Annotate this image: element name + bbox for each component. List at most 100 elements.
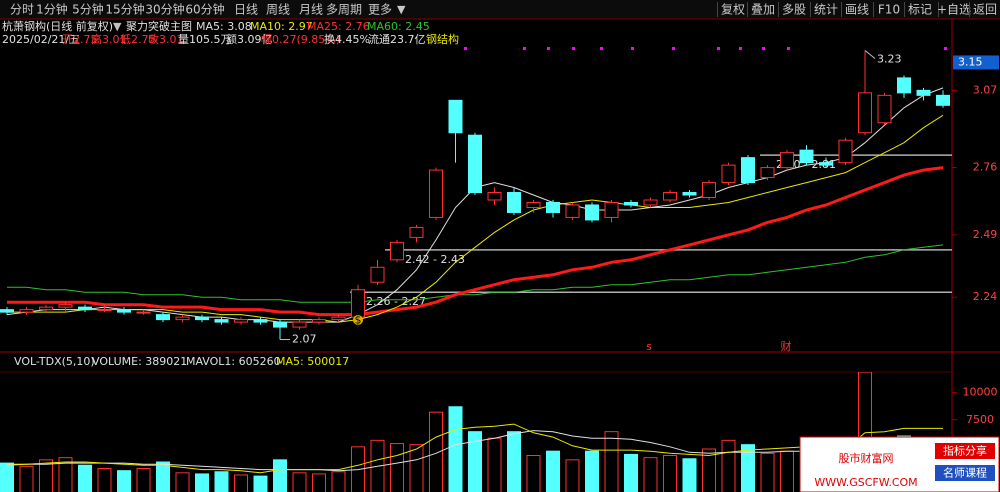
- period-tab[interactable]: 周线: [266, 3, 290, 17]
- volume-bar: [97, 468, 112, 492]
- volume-bar: [526, 455, 541, 492]
- volume-bar: [604, 431, 619, 492]
- indicator-name[interactable]: 聚力突破主图: [126, 19, 192, 33]
- quote-info: 收3.01: [148, 32, 184, 46]
- period-tab[interactable]: 分时: [10, 3, 34, 17]
- quote-info: 开2.75: [62, 33, 98, 46]
- candle-body: [858, 92, 872, 134]
- candle-body: [721, 164, 736, 184]
- period-tab[interactable]: 月线: [299, 3, 323, 17]
- volume-bar: [468, 431, 482, 492]
- volume-bar: [721, 439, 736, 492]
- volume-bar: [214, 471, 229, 492]
- quote-info: 钢结构: [426, 32, 459, 46]
- volume-bar: [741, 444, 755, 492]
- candle-body: [897, 77, 911, 94]
- candle-body: [429, 169, 443, 218]
- toolbar-button[interactable]: 画线: [845, 3, 869, 17]
- candle-body: [234, 319, 248, 323]
- volume-bar: [58, 457, 73, 492]
- toolbar-button[interactable]: 多股: [782, 3, 806, 17]
- candle-body: [214, 319, 229, 323]
- period-tab[interactable]: 15分钟: [105, 2, 144, 17]
- candle-body: [604, 201, 619, 218]
- candle-body: [331, 316, 346, 321]
- candle-body: [253, 319, 268, 323]
- toolbar-button[interactable]: 标记: [908, 3, 932, 17]
- candle-body: [312, 319, 326, 323]
- candle-body: [760, 167, 775, 179]
- signal-coin-glyph: $: [355, 314, 362, 327]
- volume-legend: VOLUME: 389021: [92, 355, 187, 368]
- y-tick-label: 3.07: [973, 83, 998, 96]
- candle-body: [741, 157, 755, 184]
- toolbar-button[interactable]: 叠加: [751, 3, 775, 17]
- candle-body: [546, 201, 560, 213]
- volume-bar: [78, 464, 92, 492]
- price-tag: 3.15: [958, 55, 983, 68]
- volume-bar: [546, 450, 560, 492]
- volume-bar: [117, 470, 131, 492]
- toolbar: [0, 0, 1000, 19]
- volume-bar: [136, 468, 151, 492]
- period-tab[interactable]: 日线: [234, 3, 258, 17]
- volume-bar: [39, 459, 53, 492]
- volume-bar: [585, 450, 599, 492]
- high-pointer: [864, 50, 876, 59]
- toolbar-button[interactable]: 返回: [973, 3, 997, 17]
- period-tab[interactable]: 多周期: [326, 3, 362, 17]
- price-tag-box: [953, 55, 999, 70]
- volume-bar: [487, 437, 502, 492]
- y-tick-label: 2.76: [973, 161, 998, 174]
- volume-ma-line: [7, 430, 944, 472]
- volume-bar: [253, 475, 268, 492]
- low-label: 2.07: [292, 333, 317, 346]
- signal-dot: [600, 47, 603, 50]
- candle-body: [585, 204, 599, 221]
- stock-name: 杭萧钢构(日线 前复权): [2, 19, 113, 33]
- period-tab[interactable]: 60分钟: [185, 2, 224, 17]
- event-marker[interactable]: 财: [781, 339, 792, 353]
- candle-body: [643, 199, 658, 206]
- toolbar-button[interactable]: F10: [878, 3, 900, 17]
- indicator-arrow[interactable]: ▼: [113, 20, 122, 33]
- ma-line: [7, 166, 944, 317]
- volume-bar: [760, 452, 775, 492]
- signal-dot: [572, 47, 575, 50]
- candle-body: [0, 309, 14, 313]
- signal-coin: [353, 315, 363, 325]
- watermark-title: 股市财富网: [839, 451, 894, 465]
- volume-bar: [273, 459, 287, 492]
- candle-body: [819, 162, 833, 166]
- period-tab[interactable]: 5分钟: [72, 2, 104, 17]
- quote-info: 高3.01: [91, 32, 127, 46]
- candle-body: [780, 152, 794, 169]
- signal-dot: [547, 47, 550, 50]
- period-tab[interactable]: 30分钟: [145, 2, 184, 17]
- period-tab[interactable]: 更多: [368, 3, 392, 17]
- toolbar-button[interactable]: +自选: [937, 3, 971, 17]
- ma-legend: MA25: 2.76: [307, 20, 370, 33]
- event-marker[interactable]: s: [646, 340, 652, 353]
- candle-body: [273, 321, 287, 328]
- volume-title: VOL-TDX(5,10): [14, 355, 95, 368]
- volume-bar: [312, 473, 326, 492]
- volume-bar: [409, 444, 424, 492]
- quote-info: 换4.45%: [324, 32, 370, 46]
- candle-body: [877, 94, 892, 124]
- volume-bar: [507, 431, 521, 492]
- period-tab[interactable]: 1分钟: [36, 2, 68, 17]
- more-arrow[interactable]: ▼: [397, 3, 406, 16]
- support-label: 2.26 - 2.27: [366, 295, 426, 308]
- volume-bar: [175, 472, 190, 492]
- signal-dot: [672, 47, 675, 50]
- toolbar-button[interactable]: 复权: [721, 3, 745, 17]
- candle-body: [58, 304, 73, 308]
- signal-dot: [739, 47, 742, 50]
- quote-info: 幅0.27(9.85%): [261, 33, 340, 46]
- candle-body: [799, 149, 814, 164]
- toolbar-button[interactable]: 统计: [814, 3, 838, 17]
- candle-body: [526, 201, 541, 208]
